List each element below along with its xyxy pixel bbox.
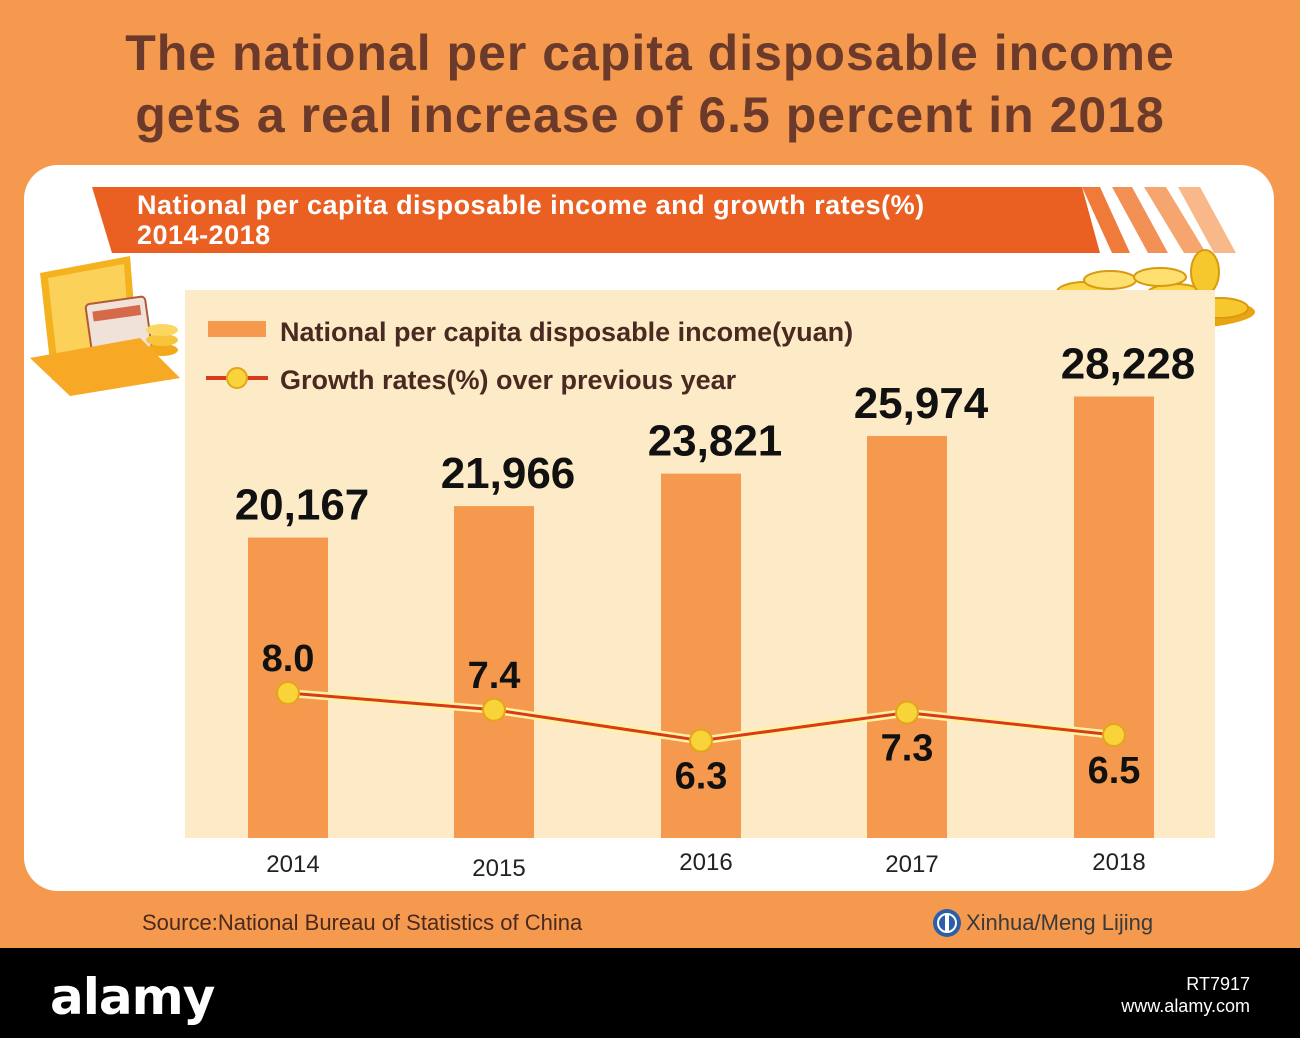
- bar-value-label-2014: 20,167: [235, 481, 370, 530]
- subtitle-line-1: National per capita disposable income an…: [137, 190, 925, 220]
- bar-value-label-2015: 21,966: [441, 449, 576, 498]
- xinhua-logo-icon: [933, 909, 961, 937]
- chart-subtitle: National per capita disposable income an…: [137, 190, 925, 250]
- legend-bar-swatch: [208, 321, 266, 337]
- growth-point-2018: [1102, 723, 1126, 747]
- income-growth-chart: National per capita disposable income(yu…: [206, 317, 1196, 882]
- source-note: Source:National Bureau of Statistics of …: [142, 910, 583, 935]
- x-tick-2018: 2018: [1092, 849, 1145, 876]
- page-title: The national per capita disposable incom…: [0, 22, 1300, 146]
- subtitle-line-2: 2014-2018: [137, 220, 271, 250]
- watermark-logo: alamy: [50, 968, 215, 1026]
- title-line-1: The national per capita disposable incom…: [125, 25, 1175, 81]
- x-tick-2016: 2016: [679, 849, 732, 876]
- title-line-2: gets a real increase of 6.5 percent in 2…: [135, 87, 1165, 143]
- legend-line-marker: [226, 367, 248, 389]
- growth-value-label-2015: 7.4: [468, 655, 521, 697]
- bar-2015: [454, 506, 534, 838]
- watermark-site: www.alamy.com: [1121, 996, 1250, 1016]
- wallet-icon: [30, 256, 180, 396]
- bar-2016: [661, 473, 741, 838]
- watermark-footer: [0, 948, 1300, 1038]
- x-tick-2014: 2014: [266, 851, 319, 878]
- legend: National per capita disposable income(yu…: [206, 317, 853, 395]
- growth-point-2015: [482, 697, 506, 722]
- growth-value-label-2017: 7.3: [881, 728, 934, 770]
- bar-value-label-2017: 25,974: [854, 379, 989, 428]
- legend-bar-label: National per capita disposable income(yu…: [280, 317, 853, 347]
- credit: Xinhua/Meng Lijing: [932, 908, 1153, 938]
- bar-2017: [867, 435, 947, 838]
- growth-value-label-2014: 8.0: [262, 638, 315, 680]
- credit-text: Xinhua/Meng Lijing: [966, 910, 1154, 935]
- bar-2018: [1074, 396, 1154, 838]
- growth-point-2014: [276, 681, 300, 705]
- legend-line-label: Growth rates(%) over previous year: [280, 365, 737, 395]
- watermark-image-id: RT7917: [1186, 974, 1250, 994]
- growth-point-2017: [895, 700, 919, 725]
- x-tick-2017: 2017: [885, 851, 938, 878]
- bar-value-label-2016: 23,821: [648, 417, 783, 466]
- bar-value-label-2018: 28,228: [1061, 340, 1196, 389]
- growth-point-2016: [689, 728, 713, 753]
- growth-value-label-2016: 6.3: [675, 756, 728, 798]
- growth-value-label-2018: 6.5: [1088, 750, 1141, 792]
- subtitle-banner: [92, 187, 1236, 253]
- x-tick-2015: 2015: [472, 855, 525, 882]
- watermark-info: RT7917 www.alamy.com: [1121, 973, 1250, 1017]
